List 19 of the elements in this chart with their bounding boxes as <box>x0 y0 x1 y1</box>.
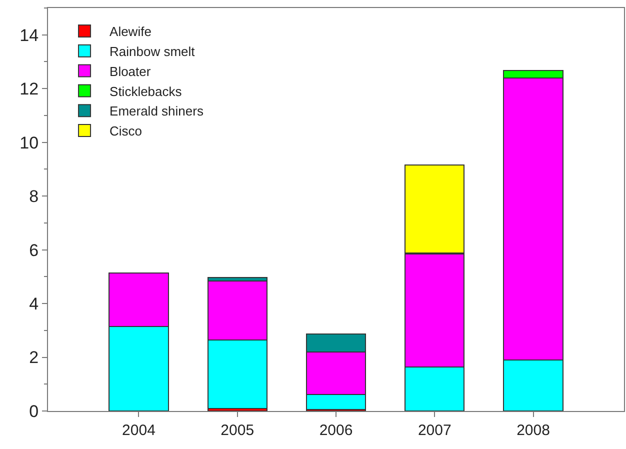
y-tick-label: 2 <box>29 348 39 368</box>
legend-label: Cisco <box>110 124 142 139</box>
legend-label: Rainbow smelt <box>110 44 196 59</box>
legend-label: Emerald shiners <box>110 104 204 119</box>
legend-label: Sticklebacks <box>110 84 182 99</box>
x-tick-label: 2008 <box>516 422 550 439</box>
y-tick-label: 12 <box>20 80 39 99</box>
x-tick-label: 2004 <box>122 422 156 439</box>
x-tick-label: 2006 <box>319 422 353 439</box>
y-tick-label: 8 <box>29 187 39 206</box>
y-tick-label: 6 <box>29 240 39 260</box>
x-tick-label: 2005 <box>220 422 254 439</box>
y-tick-label: 4 <box>29 294 39 314</box>
legend-label: Alewife <box>110 24 152 40</box>
legend-label: Bloater <box>110 64 152 79</box>
y-tick-label: 10 <box>20 133 39 152</box>
y-tick-label: 0 <box>29 402 39 421</box>
x-tick-label: 2007 <box>418 422 452 439</box>
y-tick-label: 14 <box>20 26 39 45</box>
